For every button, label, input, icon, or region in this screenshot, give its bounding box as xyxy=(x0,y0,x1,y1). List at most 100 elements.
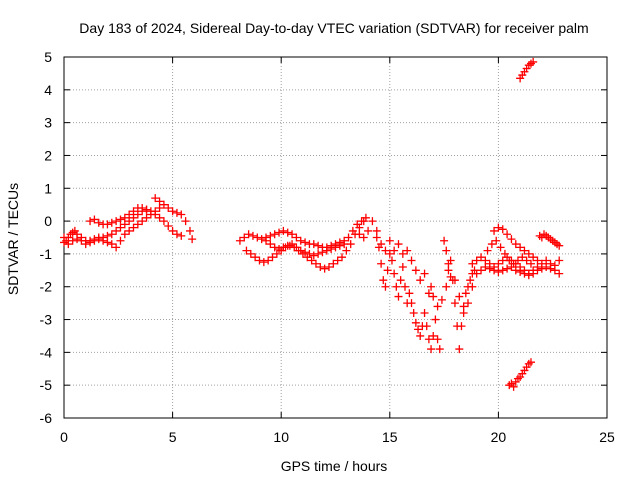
data-point xyxy=(381,246,390,255)
y-tick-label: 1 xyxy=(44,180,52,196)
y-tick-label: -5 xyxy=(40,377,53,393)
data-point xyxy=(177,210,186,219)
data-point xyxy=(283,228,292,237)
data-point xyxy=(112,243,121,252)
data-point xyxy=(342,246,351,255)
data-point xyxy=(138,203,147,212)
data-point xyxy=(533,266,542,275)
y-axis: -6 -5 -4 -3 -2 -1 0 1 2 3 4 5 xyxy=(40,49,607,426)
data-point xyxy=(90,236,99,245)
data-point xyxy=(485,264,494,273)
data-point xyxy=(279,243,288,252)
data-point xyxy=(142,205,151,214)
data-point xyxy=(266,231,275,240)
data-point xyxy=(305,249,314,258)
data-point xyxy=(73,235,82,244)
data-point xyxy=(468,282,477,291)
data-point xyxy=(129,223,138,232)
data-point xyxy=(387,256,396,265)
data-point xyxy=(81,240,90,249)
data-point xyxy=(309,251,318,260)
data-point xyxy=(450,299,459,308)
x-tick-label: 10 xyxy=(273,429,289,445)
data-point xyxy=(505,256,514,265)
data-point xyxy=(414,325,423,334)
data-point xyxy=(433,302,442,311)
data-point xyxy=(116,223,125,232)
data-point xyxy=(248,231,257,240)
data-point xyxy=(522,256,531,265)
data-point xyxy=(133,220,142,229)
data-point xyxy=(107,240,116,249)
data-point xyxy=(455,345,464,354)
data-point xyxy=(327,244,336,253)
data-point xyxy=(503,264,512,273)
data-point xyxy=(155,197,164,206)
data-point xyxy=(466,276,475,285)
data-point xyxy=(86,238,95,247)
data-point xyxy=(235,236,244,245)
data-point xyxy=(435,345,444,354)
data-point xyxy=(292,243,301,252)
data-point xyxy=(181,217,190,226)
data-point xyxy=(409,308,418,317)
data-point xyxy=(324,263,333,272)
data-point xyxy=(396,276,405,285)
data-point xyxy=(513,256,522,265)
data-point xyxy=(518,253,527,262)
data-point xyxy=(355,230,364,239)
data-point xyxy=(172,208,181,217)
data-point xyxy=(450,276,459,285)
data-point xyxy=(296,236,305,245)
data-point xyxy=(283,241,292,250)
data-point xyxy=(364,226,373,235)
data-point xyxy=(296,246,305,255)
data-point xyxy=(112,226,121,235)
data-point xyxy=(168,226,177,235)
data-point xyxy=(437,295,446,304)
data-point xyxy=(516,243,525,252)
data-point xyxy=(257,235,266,244)
data-point xyxy=(246,249,255,258)
data-point xyxy=(394,292,403,301)
data-point xyxy=(481,263,490,272)
data-point xyxy=(314,249,323,258)
data-point xyxy=(129,207,138,216)
data-point xyxy=(496,243,505,252)
data-point xyxy=(550,266,559,275)
y-tick-label: -2 xyxy=(40,279,53,295)
data-point xyxy=(459,308,468,317)
data-point xyxy=(253,233,262,242)
data-point xyxy=(120,213,129,222)
chart-title: Day 183 of 2024, Sidereal Day-to-day VTE… xyxy=(79,20,588,36)
x-tick-label: 0 xyxy=(60,429,68,445)
data-point xyxy=(487,240,496,249)
data-point xyxy=(159,217,168,226)
data-point xyxy=(244,230,253,239)
data-point xyxy=(270,230,279,239)
y-tick-label: 2 xyxy=(44,147,52,163)
data-point xyxy=(457,322,466,331)
data-point xyxy=(405,289,414,298)
data-point xyxy=(411,318,420,327)
y-tick-label: -1 xyxy=(40,246,53,262)
data-point xyxy=(264,256,273,265)
data-point xyxy=(442,282,451,291)
data-point xyxy=(359,217,368,226)
data-point xyxy=(333,256,342,265)
data-point xyxy=(381,282,390,291)
data-point xyxy=(107,230,116,239)
data-point xyxy=(431,315,440,324)
data-point xyxy=(142,213,151,222)
data-point xyxy=(318,248,327,257)
data-point xyxy=(316,263,325,272)
data-point xyxy=(463,299,472,308)
data-point xyxy=(529,269,538,278)
data-point xyxy=(416,331,425,340)
data-point xyxy=(90,215,99,224)
data-point xyxy=(68,236,77,245)
data-series-sdtvar xyxy=(60,57,564,391)
y-tick-label: 3 xyxy=(44,115,52,131)
data-point xyxy=(516,267,525,276)
